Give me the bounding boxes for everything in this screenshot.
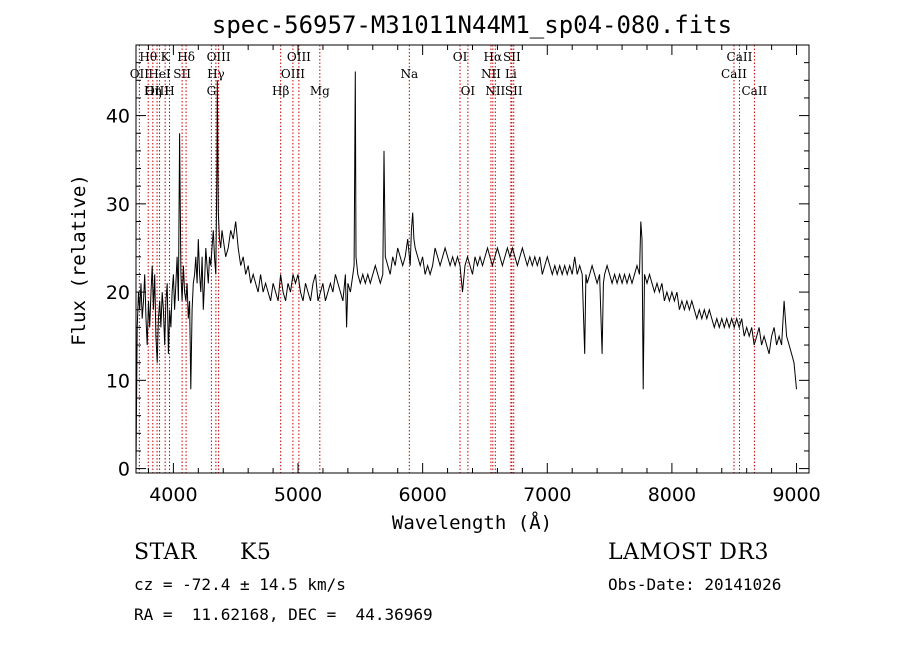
x-axis-ticks: 4000 5000 6000 7000 8000 9000 <box>147 45 821 506</box>
spectral-line-label: CaII <box>727 50 753 64</box>
spectral-line-label: H <box>164 84 174 98</box>
spectral-line-label: OI <box>453 50 468 64</box>
spectral-line-label: NII <box>481 67 501 81</box>
spectral-line-label: Hδ <box>177 50 195 64</box>
sky-coordinates: RA = 11.62168, DEC = 44.36969 <box>134 605 433 624</box>
spectral-line-label: Hγ <box>207 67 225 81</box>
plot-frame <box>135 44 810 474</box>
redshift-velocity: cz = -72.4 ± 14.5 km/s <box>134 575 346 594</box>
y-axis-ticks: 0 10 20 30 40 <box>106 62 809 481</box>
x-tick-label: 5000 <box>274 484 322 506</box>
y-axis-label: Flux (relative) <box>68 174 90 346</box>
spectral-line-label: Na <box>400 67 418 81</box>
spectral-line-label: OII <box>130 67 150 81</box>
spectral-line-label: Hα <box>484 50 503 64</box>
spectral-line-label: OIII <box>207 50 231 64</box>
spectral-line-label: CaII <box>741 84 767 98</box>
spectral-line-label: K <box>161 50 171 64</box>
spectral-line-label: SII <box>505 84 523 98</box>
x-tick-label: 6000 <box>398 484 446 506</box>
survey-name: LAMOST DR3 <box>608 540 769 565</box>
x-tick-label: 4000 <box>149 484 197 506</box>
spectral-line-label: SII <box>503 50 521 64</box>
x-tick-label: 9000 <box>772 484 820 506</box>
object-class: STAR <box>134 540 197 565</box>
spectral-line-markers <box>138 45 755 473</box>
spectrum-line <box>135 71 797 469</box>
object-subclass: K5 <box>240 540 272 565</box>
y-tick-label: 10 <box>106 370 130 392</box>
y-tick-label: 0 <box>118 459 130 481</box>
spectral-line-label: SII <box>173 67 191 81</box>
x-tick-label: 8000 <box>648 484 696 506</box>
spectral-line-label: Li <box>505 67 517 81</box>
observation-date: Obs-Date: 20141026 <box>608 575 782 594</box>
spectral-line-label: HeI <box>148 67 171 81</box>
spectral-line-label: OIII <box>145 84 169 98</box>
spectral-line-label: CaII <box>721 67 747 81</box>
spectral-line-label: OIII <box>287 50 311 64</box>
y-tick-label: 40 <box>106 106 130 128</box>
spectral-line-label: OIII <box>281 67 305 81</box>
x-tick-label: 7000 <box>523 484 571 506</box>
spectral-line-label: OI <box>461 84 476 98</box>
spectral-line-label: NII <box>485 84 505 98</box>
spectral-line-label: Hη <box>144 84 162 98</box>
spectral-line-label: Hθ <box>139 50 157 64</box>
spectral-line-label: Hβ <box>272 84 289 98</box>
chart-title: spec-56957-M31011N44M1_sp04-080.fits <box>212 11 732 39</box>
y-tick-label: 30 <box>106 194 130 216</box>
y-tick-label: 20 <box>106 282 130 304</box>
x-axis-label: Wavelength (Å) <box>392 511 552 534</box>
spectral-line-label: Mg <box>310 84 330 98</box>
spectral-line-label: G <box>207 84 217 98</box>
